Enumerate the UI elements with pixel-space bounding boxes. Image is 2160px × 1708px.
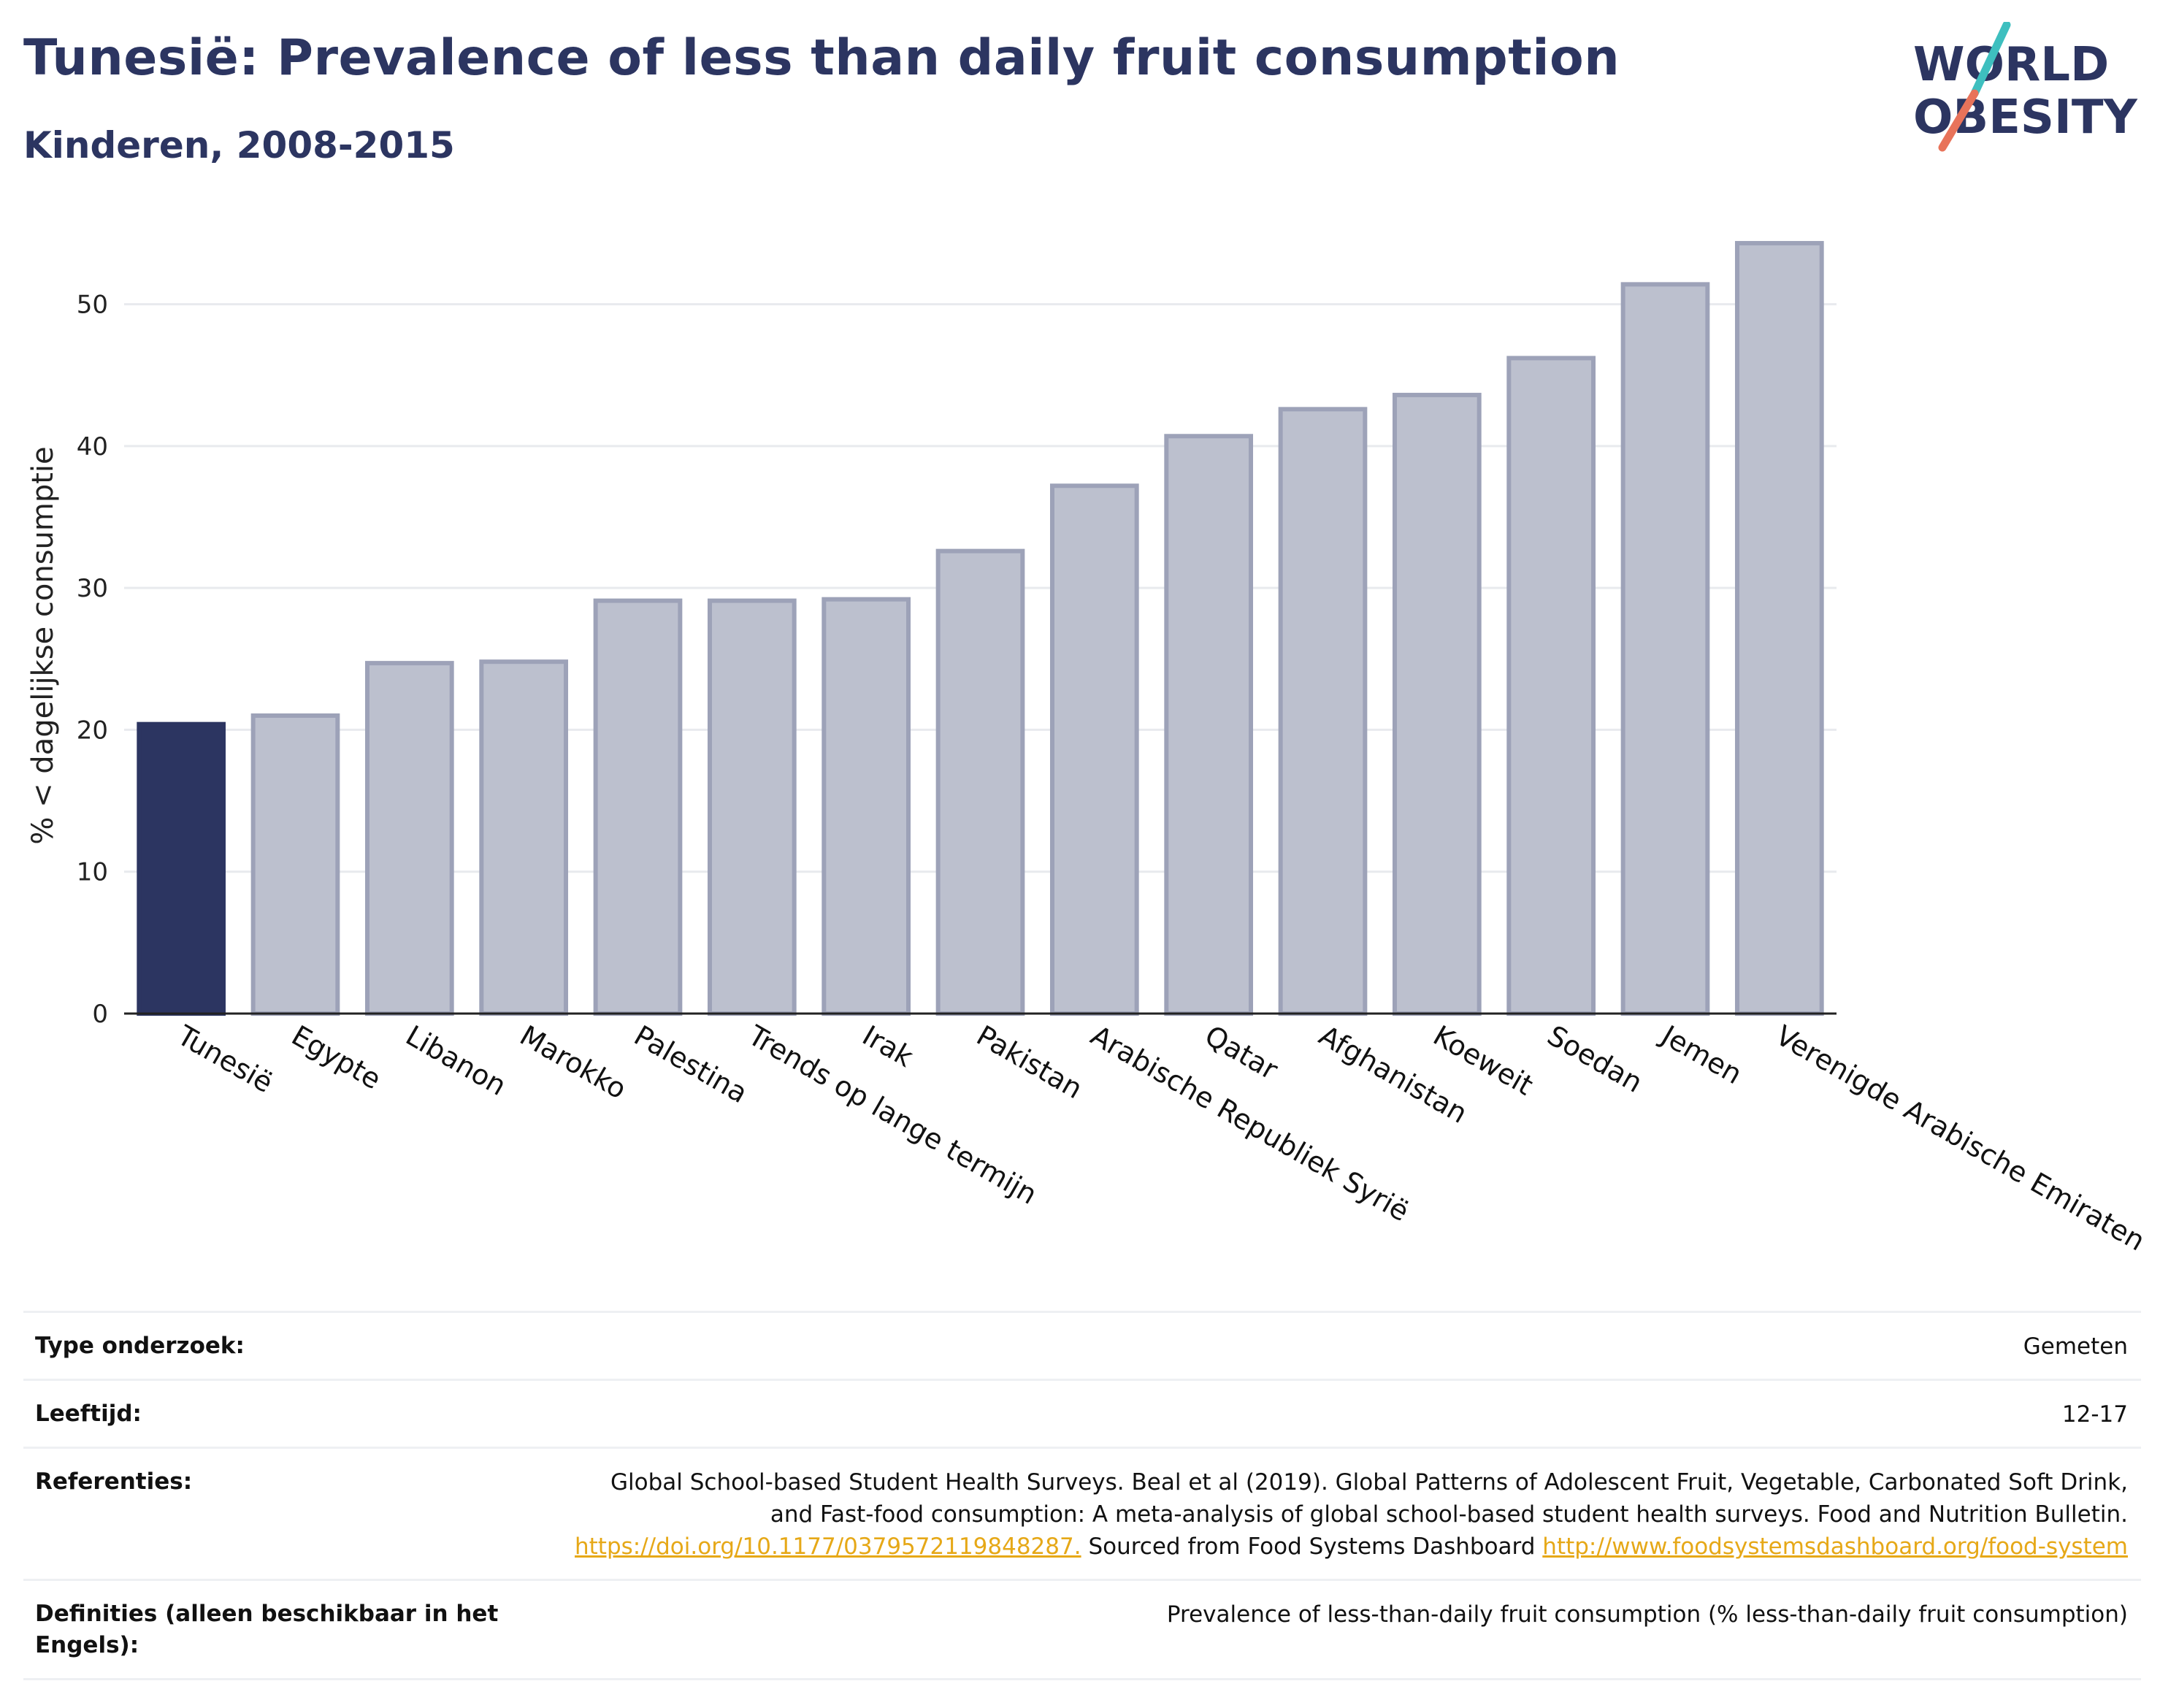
meta-label: Leeftijd:: [35, 1401, 142, 1428]
x-tick-label: Jemen: [1655, 1019, 1747, 1091]
y-tick-labels: 0 10 20 30 40 50: [77, 291, 108, 1029]
meta-row-age: Leeftijd: 12-17: [23, 1379, 2141, 1447]
bar-afghanistan: [1278, 407, 1368, 1016]
bars: [137, 241, 1824, 1016]
meta-label: Referenties:: [35, 1468, 193, 1496]
x-tick-label: Tunesië: [172, 1019, 278, 1099]
y-tick-label: 0: [92, 1000, 108, 1029]
meta-value: 12-17: [2061, 1401, 2128, 1428]
bar-trends-op-lange-termijn: [707, 598, 797, 1016]
bar-tunesi-: [137, 721, 226, 1016]
reference-text: Global School-based Student Health Surve…: [610, 1469, 2128, 1528]
meta-row-survey-type: Type onderzoek: Gemeten: [23, 1311, 2141, 1379]
x-tick-label: Soedan: [1542, 1019, 1648, 1099]
bar-egypte: [250, 713, 340, 1016]
y-tick-label: 20: [77, 716, 108, 745]
bar-arabische-republiek-syri-: [1049, 483, 1139, 1016]
bar-libanon: [364, 661, 454, 1016]
bar-pakistan: [935, 548, 1025, 1016]
chart-subtitle: Kinderen, 2008-2015: [23, 124, 455, 166]
meta-value: Gemeten: [2023, 1333, 2128, 1360]
food-systems-link[interactable]: http://www.foodsystemsdashboard.org/food…: [1542, 1533, 2128, 1560]
y-tick-label: 40: [77, 432, 108, 462]
doi-link[interactable]: https://doi.org/10.1177/0379572119848287…: [575, 1533, 1081, 1560]
x-tick-label: Verenigde Arabische Emiraten: [1770, 1019, 2150, 1257]
y-tick-label: 50: [77, 291, 108, 320]
y-tick-label: 30: [77, 574, 108, 603]
bar-jemen: [1620, 282, 1710, 1016]
bar-verenigde-arabische-emiraten: [1734, 241, 1824, 1016]
x-tick-label: Libanon: [400, 1019, 511, 1102]
y-tick-label: 10: [77, 858, 108, 887]
x-tick-labels: Tunesië Egypte Libanon MarokkoPalestinaTren…: [172, 1019, 2151, 1257]
meta-value: Prevalence of less-than-daily fruit cons…: [1166, 1601, 2128, 1628]
bar-palestina: [593, 598, 683, 1016]
x-tick-label: Palestina: [629, 1019, 753, 1110]
chart-title: Tunesië: Prevalence of less than daily f…: [23, 29, 1620, 87]
bar-koeweit: [1392, 392, 1482, 1016]
bar-qatar: [1164, 434, 1254, 1016]
logo-slash-teal: [1970, 22, 2011, 98]
x-tick-label: Pakistan: [971, 1019, 1088, 1106]
logo-line1: WORLD: [1913, 38, 2109, 92]
x-tick-label: Marokko: [515, 1019, 632, 1106]
bar-marokko: [479, 659, 569, 1016]
world-obesity-logo: WORLD OBESITY: [1913, 22, 2137, 152]
metadata-table: Type onderzoek: Gemeten Leeftijd: 12-17 …: [23, 1311, 2141, 1680]
meta-row-definitions: Definities (alleen beschikbaar in het En…: [23, 1579, 2141, 1680]
y-axis-label: % < dagelijkse consumptie: [26, 446, 60, 844]
logo-slash-coral: [1938, 89, 1979, 152]
reference-source-text: Sourced from Food Systems Dashboard: [1088, 1533, 1536, 1560]
x-tick-label: Qatar: [1200, 1019, 1284, 1087]
meta-label: Definities (alleen beschikbaar in het En…: [35, 1601, 499, 1659]
meta-row-references: Referenties: Global School-based Student…: [23, 1447, 2141, 1579]
bar-soedan: [1506, 356, 1596, 1016]
x-tick-label: Egypte: [286, 1019, 386, 1096]
meta-label: Type onderzoek:: [35, 1333, 245, 1359]
bar-irak: [822, 597, 911, 1016]
x-tick-label: Irak: [857, 1019, 919, 1073]
meta-value-references: Global School-based Student Health Surve…: [572, 1466, 2128, 1563]
